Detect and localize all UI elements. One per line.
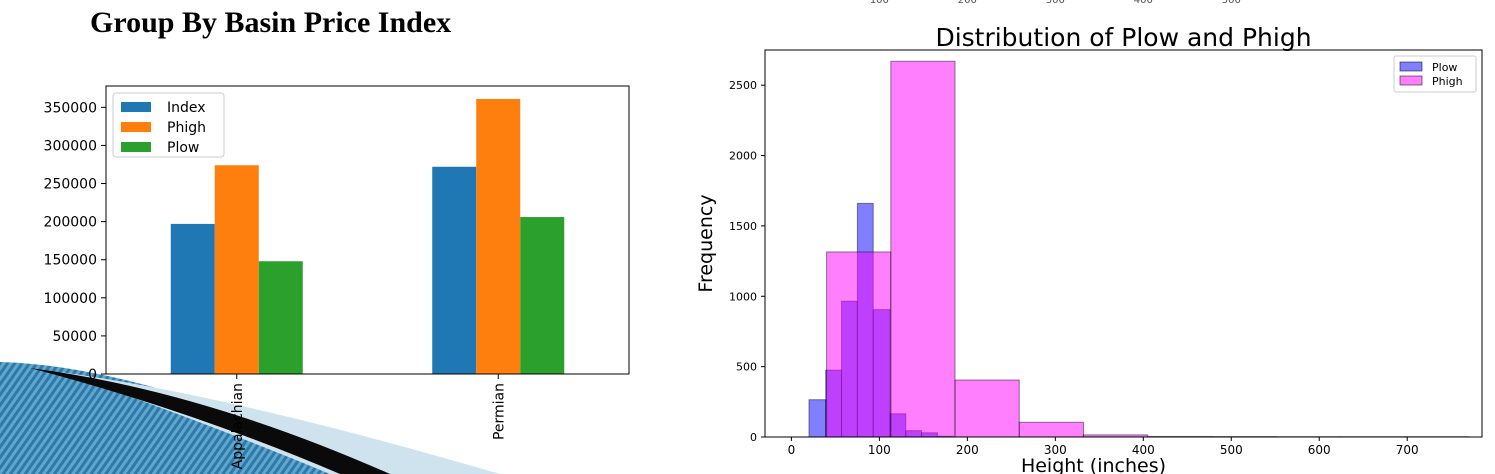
hist-x-tick-label: 400 (1132, 443, 1155, 457)
hist-x-tick-label: 500 (1220, 443, 1243, 457)
hist-x-tick-label: 300 (1044, 443, 1067, 457)
hist-legend-swatch-plow (1399, 61, 1423, 72)
hist-x-tick-label: 0 (788, 443, 796, 457)
bar-y-tick-label: 100000 (44, 291, 97, 307)
hist-bin-phigh (954, 379, 1020, 438)
decor-black-band (30, 368, 390, 474)
clipped-top-tick-label: 300 (1046, 0, 1065, 6)
bar-chart-frame (105, 85, 630, 375)
bar-y-tick-label: 300000 (44, 138, 97, 154)
bar-legend-label: Phigh (167, 120, 206, 136)
hist-x-tick-label: 200 (956, 443, 979, 457)
bar-x-tick-label: Appalachian (230, 383, 246, 469)
hist-x-tick-label: 100 (868, 443, 891, 457)
bar-phigh-permian (476, 98, 521, 374)
histogram-ylabel: Frequency (695, 194, 717, 292)
bar-legend-swatch-index (121, 102, 151, 112)
bar-legend-swatch-plow (121, 142, 151, 152)
bar-index-permian (432, 166, 477, 374)
clipped-top-tick-label: 200 (958, 0, 977, 6)
bar-y-tick-label: 150000 (44, 253, 97, 269)
hist-legend-swatch-phigh (1399, 75, 1423, 86)
bar-y-tick-label: 200000 (44, 215, 97, 231)
histogram-title: Distribution of Plow and Phigh (935, 23, 1311, 52)
bar-legend-label: Index (167, 100, 206, 116)
bar-x-tick-label: Permian (491, 383, 507, 440)
hist-bin-phigh (826, 251, 892, 438)
hist-legend-label: Phigh (1432, 75, 1463, 88)
hist-y-tick-label: 0 (750, 431, 757, 444)
bar-plow-appalachian (258, 261, 303, 374)
hist-y-tick-label: 500 (736, 361, 757, 374)
hist-legend-label: Plow (1432, 61, 1457, 74)
hist-y-tick-label: 1000 (729, 290, 757, 303)
histogram-xlabel: Height (inches) (1021, 455, 1166, 474)
clipped-top-tick-label: 400 (1134, 0, 1153, 6)
bar-y-tick-label: 350000 (44, 100, 97, 116)
clipped-top-tick-label: 500 (1222, 0, 1241, 6)
hist-y-tick-label: 2500 (729, 79, 757, 92)
histogram-frame (764, 49, 1483, 438)
bar-y-tick-label: 250000 (44, 177, 97, 193)
bar-y-tick-label: 50000 (52, 329, 97, 345)
bar-y-tick-label: 0 (88, 367, 97, 383)
hist-x-tick-label: 700 (1396, 443, 1419, 457)
bar-legend-label: Plow (167, 140, 199, 156)
hist-bin-phigh (1018, 421, 1084, 438)
bar-plow-permian (520, 217, 565, 374)
hist-bin-plow (808, 399, 827, 438)
bar-index-appalachian (170, 223, 215, 374)
clipped-top-tick-label: 100 (870, 0, 889, 6)
hist-y-tick-label: 1500 (729, 220, 757, 233)
slide-title: Group By Basin Price Index (90, 6, 452, 39)
bar-phigh-appalachian (214, 165, 259, 374)
hist-bin-phigh (890, 60, 956, 438)
bar-legend-swatch-phigh (121, 122, 151, 132)
hist-y-tick-label: 2000 (729, 150, 757, 163)
hist-x-tick-label: 600 (1308, 443, 1331, 457)
